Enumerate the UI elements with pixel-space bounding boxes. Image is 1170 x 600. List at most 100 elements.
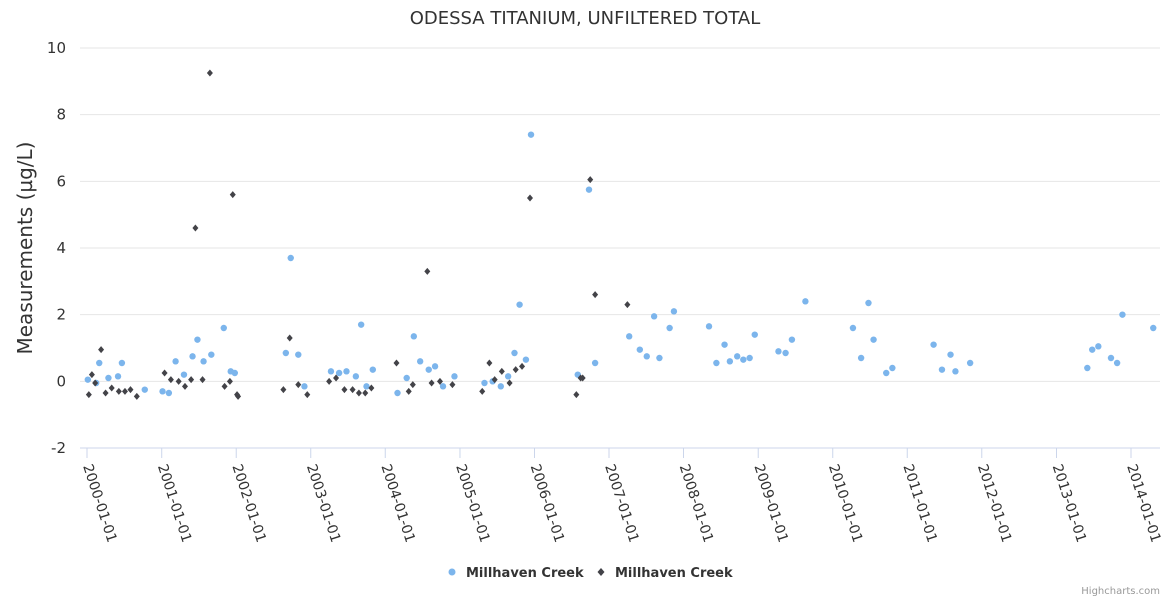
data-point-diamond[interactable] — [88, 371, 95, 379]
data-point-circle[interactable] — [105, 374, 112, 382]
data-point-circle[interactable] — [656, 354, 663, 362]
data-point-circle[interactable] — [220, 324, 227, 332]
data-point-circle[interactable] — [282, 349, 290, 357]
data-point-circle[interactable] — [481, 379, 488, 387]
data-point-diamond[interactable] — [512, 366, 519, 374]
data-point-circle[interactable] — [180, 371, 188, 378]
data-point-circle[interactable] — [636, 346, 644, 353]
data-point-diamond[interactable] — [127, 386, 134, 394]
data-point-circle[interactable] — [231, 369, 239, 377]
data-point-diamond[interactable] — [192, 224, 199, 232]
data-point-circle[interactable] — [159, 388, 166, 395]
data-point-circle[interactable] — [930, 341, 937, 348]
data-point-circle[interactable] — [849, 324, 857, 332]
data-point-circle[interactable] — [287, 254, 294, 262]
data-point-diamond[interactable] — [592, 291, 599, 299]
data-point-circle[interactable] — [301, 383, 308, 390]
legend-item-2[interactable]: Millhaven Creek — [597, 566, 733, 581]
data-point-circle[interactable] — [643, 353, 650, 360]
data-point-diamond[interactable] — [235, 392, 242, 400]
data-point-diamond[interactable] — [405, 387, 412, 395]
data-point-diamond[interactable] — [286, 334, 293, 342]
data-point-circle[interactable] — [782, 349, 789, 357]
data-point-diamond[interactable] — [115, 387, 122, 395]
data-point-diamond[interactable] — [133, 392, 140, 400]
data-point-diamond[interactable] — [221, 382, 228, 390]
data-point-circle[interactable] — [726, 358, 734, 365]
data-point-circle[interactable] — [194, 336, 201, 343]
data-point-diamond[interactable] — [108, 384, 115, 392]
data-point-diamond[interactable] — [181, 382, 188, 390]
data-point-diamond[interactable] — [486, 359, 493, 367]
data-point-circle[interactable] — [1119, 311, 1126, 318]
data-point-circle[interactable] — [938, 366, 946, 373]
data-point-circle[interactable] — [1107, 354, 1115, 362]
data-point-diamond[interactable] — [175, 377, 182, 385]
data-point-circle[interactable] — [721, 341, 728, 348]
data-point-circle[interactable] — [947, 351, 954, 358]
data-point-circle[interactable] — [425, 366, 432, 373]
data-point-circle[interactable] — [357, 321, 365, 328]
data-point-diamond[interactable] — [206, 69, 213, 77]
data-point-circle[interactable] — [734, 353, 741, 360]
data-point-diamond[interactable] — [424, 267, 431, 275]
data-point-circle[interactable] — [208, 351, 215, 358]
data-point-diamond[interactable] — [355, 389, 362, 397]
data-point-diamond[interactable] — [624, 301, 631, 309]
data-point-diamond[interactable] — [326, 377, 333, 385]
data-point-circle[interactable] — [1084, 364, 1091, 372]
data-point-circle[interactable] — [865, 299, 872, 307]
data-point-diamond[interactable] — [519, 362, 526, 370]
data-point-circle[interactable] — [1150, 324, 1157, 332]
data-point-circle[interactable] — [451, 373, 458, 380]
data-point-diamond[interactable] — [349, 386, 356, 394]
data-point-diamond[interactable] — [506, 379, 513, 387]
data-point-circle[interactable] — [802, 298, 809, 305]
data-point-circle[interactable] — [585, 186, 593, 193]
data-point-diamond[interactable] — [304, 391, 311, 399]
data-point-circle[interactable] — [751, 331, 758, 338]
data-point-circle[interactable] — [788, 336, 796, 343]
data-point-diamond[interactable] — [409, 381, 416, 389]
data-point-circle[interactable] — [713, 359, 720, 367]
data-point-circle[interactable] — [141, 386, 148, 393]
data-point-circle[interactable] — [591, 359, 599, 367]
data-point-circle[interactable] — [516, 301, 523, 308]
data-point-diamond[interactable] — [573, 391, 580, 399]
data-point-diamond[interactable] — [295, 381, 302, 389]
data-point-circle[interactable] — [431, 363, 439, 370]
data-point-circle[interactable] — [172, 358, 179, 365]
data-point-diamond[interactable] — [587, 176, 594, 184]
data-point-circle[interactable] — [670, 308, 678, 315]
data-point-circle[interactable] — [1113, 359, 1121, 367]
data-point-diamond[interactable] — [85, 391, 92, 399]
data-point-diamond[interactable] — [121, 387, 128, 395]
data-point-diamond[interactable] — [368, 384, 375, 392]
data-point-diamond[interactable] — [579, 374, 586, 382]
data-point-circle[interactable] — [966, 359, 974, 367]
data-point-circle[interactable] — [746, 354, 753, 362]
data-point-diamond[interactable] — [280, 386, 287, 394]
data-point-circle[interactable] — [343, 368, 350, 375]
data-point-circle[interactable] — [857, 354, 865, 362]
data-point-circle[interactable] — [740, 356, 747, 363]
credits-link[interactable]: Highcharts.com — [1081, 586, 1160, 597]
data-point-circle[interactable] — [775, 348, 782, 355]
data-point-circle[interactable] — [626, 333, 633, 340]
data-point-circle[interactable] — [118, 359, 126, 367]
data-point-circle[interactable] — [369, 366, 377, 373]
data-point-circle[interactable] — [403, 374, 410, 382]
data-point-circle[interactable] — [889, 364, 896, 372]
data-point-circle[interactable] — [439, 383, 447, 390]
data-point-diamond[interactable] — [362, 389, 369, 397]
data-point-circle[interactable] — [497, 383, 505, 390]
data-point-circle[interactable] — [295, 351, 302, 358]
data-point-diamond[interactable] — [92, 379, 99, 387]
data-point-diamond[interactable] — [526, 194, 533, 202]
data-point-circle[interactable] — [527, 131, 535, 138]
data-point-circle[interactable] — [165, 389, 173, 397]
data-point-circle[interactable] — [883, 369, 890, 377]
data-point-diamond[interactable] — [428, 379, 435, 387]
data-point-diamond[interactable] — [491, 376, 498, 384]
data-point-circle[interactable] — [416, 358, 424, 365]
